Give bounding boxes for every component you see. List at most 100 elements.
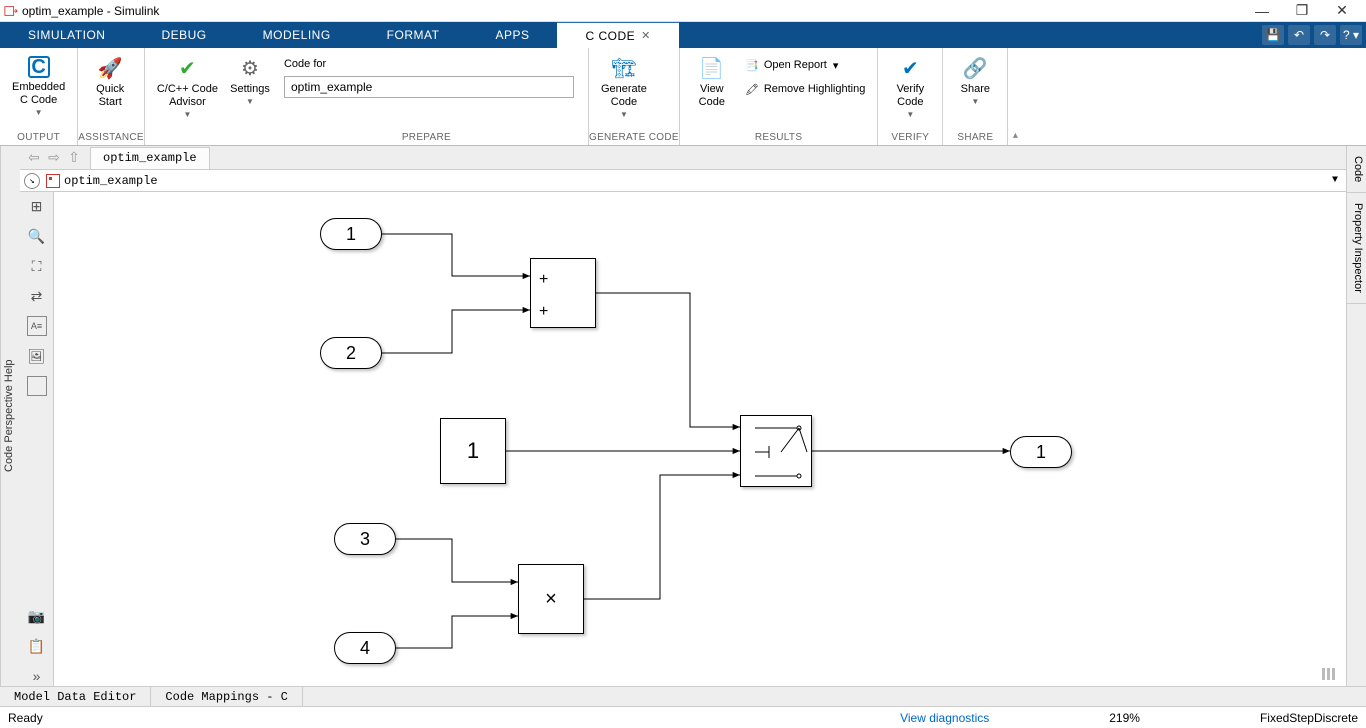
ribbon-generate: 🏗 Generate Code ▼ GENERATE CODE xyxy=(589,48,680,145)
nav-back-icon[interactable]: ⇦ xyxy=(24,149,44,167)
menu-ccode[interactable]: C CODE✕ xyxy=(557,22,678,48)
image-icon[interactable]: 🖼 xyxy=(27,346,47,366)
settings-button[interactable]: ⚙ Settings ▼ xyxy=(224,52,276,130)
inport-2[interactable]: 2 xyxy=(320,337,382,369)
highlight-off-icon: 🖍 xyxy=(744,81,760,97)
close-tab-icon[interactable]: ✕ xyxy=(641,29,651,42)
app-icon xyxy=(4,4,18,18)
open-report-button[interactable]: 📑Open Report ▾ xyxy=(738,54,872,76)
redo-icon[interactable]: ↷ xyxy=(1314,25,1336,45)
ribbon-share-label: SHARE xyxy=(943,130,1007,146)
ribbon-results: 📄 View Code 📑Open Report ▾ 🖍Remove Highl… xyxy=(680,48,879,145)
ribbon-assistance-label: ASSISTANCE xyxy=(78,130,144,146)
path-row: ↘ optim_example ▼ xyxy=(20,170,1346,192)
nav-forward-icon[interactable]: ⇨ xyxy=(44,149,64,167)
zoom-icon[interactable]: 🔍 xyxy=(27,226,47,246)
minimize-button[interactable]: — xyxy=(1242,1,1282,21)
view-diagnostics-link[interactable]: View diagnostics xyxy=(900,711,989,725)
build-icon: 🏗 xyxy=(612,56,636,80)
screenshot-icon[interactable]: 📷 xyxy=(27,606,47,626)
inport-1[interactable]: 1 xyxy=(320,218,382,250)
path-dropdown-icon[interactable]: ▼ xyxy=(1332,175,1342,186)
fit-icon[interactable]: ⛶ xyxy=(27,256,47,276)
window-title: optim_example - Simulink xyxy=(22,4,1242,18)
c-square-icon: C xyxy=(28,56,50,78)
ribbon-collapse-button[interactable]: ▴ xyxy=(1008,48,1022,145)
undo-icon[interactable]: ↶ xyxy=(1288,25,1310,45)
main-area: Code Perspective Help ⇦ ⇨ ⇧ optim_exampl… xyxy=(0,146,1366,686)
property-inspector-tab[interactable]: Property Inspector xyxy=(1347,193,1366,304)
code-advisor-button[interactable]: ✔ C/C++ Code Advisor ▼ xyxy=(151,52,224,130)
rocket-icon: 🚀 xyxy=(98,56,122,80)
ribbon-output: C Embedded C Code ▼ OUTPUT xyxy=(0,48,78,145)
canvas-body: ⊞ 🔍 ⛶ ⇄ A≡ 🖼 📷 📋 » 1 2 3 4 1 ++ 1 × xyxy=(20,192,1346,686)
close-button[interactable]: ✕ xyxy=(1322,1,1362,21)
constant-block[interactable]: 1 xyxy=(440,418,506,484)
menu-bar: SIMULATION DEBUG MODELING FORMAT APPS C … xyxy=(0,22,1366,48)
nav-row: ⇦ ⇨ ⇧ optim_example xyxy=(20,146,1346,170)
product-block[interactable]: × xyxy=(518,564,584,634)
share-button[interactable]: 🔗 Share ▼ xyxy=(949,52,1001,130)
expand-icon[interactable]: » xyxy=(27,666,47,686)
save-icon[interactable]: 💾 xyxy=(1262,25,1284,45)
bottom-tabs: Model Data Editor Code Mappings - C xyxy=(0,686,1366,706)
title-bar: optim_example - Simulink — ❐ ✕ xyxy=(0,0,1366,22)
model-icon xyxy=(46,174,60,188)
dropdown-icon: ▼ xyxy=(35,108,43,117)
solver-label[interactable]: FixedStepDiscrete xyxy=(1260,711,1358,725)
status-ready: Ready xyxy=(8,711,43,725)
viewmark-icon[interactable] xyxy=(27,376,47,396)
annotation-icon[interactable]: A≡ xyxy=(27,316,47,336)
remove-highlighting-button[interactable]: 🖍Remove Highlighting xyxy=(738,78,872,100)
share-icon: 🔗 xyxy=(963,56,987,80)
menu-right-controls: 💾 ↶ ↷ ? ▾ xyxy=(1262,22,1366,48)
model-data-editor-tab[interactable]: Model Data Editor xyxy=(0,687,151,706)
left-toolbar: ⊞ 🔍 ⛶ ⇄ A≡ 🖼 📷 📋 » xyxy=(20,192,54,686)
quick-start-button[interactable]: 🚀 Quick Start xyxy=(84,52,136,130)
maximize-button[interactable]: ❐ xyxy=(1282,1,1322,21)
ribbon-results-label: RESULTS xyxy=(680,130,878,146)
code-perspective-help-tab[interactable]: Code Perspective Help xyxy=(0,146,20,686)
code-mappings-tab[interactable]: Code Mappings - C xyxy=(151,687,302,706)
outport-1[interactable]: 1 xyxy=(1010,436,1072,468)
menu-format[interactable]: FORMAT xyxy=(359,22,468,48)
diagram-canvas[interactable]: 1 2 3 4 1 ++ 1 × xyxy=(54,192,1346,686)
explorer-bar-icon[interactable]: ⊞ xyxy=(27,196,47,216)
inport-3[interactable]: 3 xyxy=(334,523,396,555)
model-tab[interactable]: optim_example xyxy=(90,147,210,169)
nav-enter-icon[interactable]: ↘ xyxy=(24,173,40,189)
verify-icon: ✔ xyxy=(898,56,922,80)
ribbon: C Embedded C Code ▼ OUTPUT 🚀 Quick Start… xyxy=(0,48,1366,146)
checkmark-icon: ✔ xyxy=(175,56,199,80)
toggle-icon[interactable]: ⇄ xyxy=(27,286,47,306)
right-tabs: Code Property Inspector xyxy=(1346,146,1366,686)
ribbon-verify-label: VERIFY xyxy=(878,130,942,146)
canvas-wrap: ⇦ ⇨ ⇧ optim_example ↘ optim_example ▼ ⊞ … xyxy=(20,146,1346,686)
nav-up-icon[interactable]: ⇧ xyxy=(64,149,84,167)
ribbon-verify: ✔ Verify Code ▼ VERIFY xyxy=(878,48,943,145)
code-for-input[interactable] xyxy=(284,76,574,98)
model-path[interactable]: optim_example xyxy=(64,174,158,188)
menu-apps[interactable]: APPS xyxy=(467,22,557,48)
verify-code-button[interactable]: ✔ Verify Code ▼ xyxy=(884,52,936,130)
code-for-label: Code for xyxy=(284,58,574,70)
menu-debug[interactable]: DEBUG xyxy=(133,22,234,48)
zoom-level[interactable]: 219% xyxy=(1109,711,1140,725)
code-tab[interactable]: Code xyxy=(1347,146,1366,193)
view-code-button[interactable]: 📄 View Code xyxy=(686,52,738,130)
ribbon-assistance: 🚀 Quick Start ASSISTANCE xyxy=(78,48,145,145)
ribbon-generate-label: GENERATE CODE xyxy=(589,130,679,146)
model-browser-icon[interactable]: 📋 xyxy=(27,636,47,656)
generate-code-button[interactable]: 🏗 Generate Code ▼ xyxy=(595,52,653,130)
menu-simulation[interactable]: SIMULATION xyxy=(0,22,133,48)
menu-modeling[interactable]: MODELING xyxy=(235,22,359,48)
help-icon[interactable]: ? ▾ xyxy=(1340,25,1362,45)
sum-block[interactable]: ++ xyxy=(530,258,596,328)
inport-4[interactable]: 4 xyxy=(334,632,396,664)
report-icon: 📑 xyxy=(744,57,760,73)
status-bar: Ready View diagnostics 219% FixedStepDis… xyxy=(0,706,1366,728)
ribbon-prepare-label: PREPARE xyxy=(145,130,588,146)
switch-block[interactable] xyxy=(740,415,812,487)
embedded-c-code-button[interactable]: C Embedded C Code ▼ xyxy=(6,52,71,130)
code-for-box: Code for xyxy=(276,52,582,98)
